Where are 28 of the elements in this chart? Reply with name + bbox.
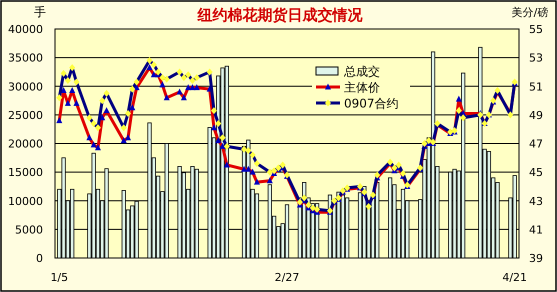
legend-label: 0907合约	[344, 96, 399, 110]
y-tick-label: 5000	[15, 223, 43, 236]
x-tick-label: 4/21	[502, 271, 528, 284]
y-tick-label: 35000	[8, 52, 43, 65]
y2-tick-label: 53	[529, 52, 543, 65]
y2-axis-title: 美分/磅	[512, 6, 548, 19]
y2-tick-label: 51	[529, 80, 543, 94]
x-tick-label: 2/27	[274, 271, 300, 284]
y-tick-label: 30000	[8, 80, 43, 94]
y-tick-label: 10000	[8, 194, 43, 208]
bar	[452, 168, 457, 258]
y-tick-label: 20000	[8, 138, 43, 150]
y2-tick-label: 49	[529, 108, 543, 122]
chart-title: 纽约棉花期货日成交情况	[196, 6, 364, 24]
y2-tick-label: 43	[529, 194, 543, 208]
y-tick-label: 15000	[8, 166, 43, 180]
y2-tick-label: 47	[529, 138, 543, 150]
y-axis-title: 手	[34, 5, 46, 19]
y2-tick-label: 45	[529, 166, 543, 180]
y-tick-label: 25000	[8, 108, 43, 122]
y-tick-label: 0	[36, 252, 43, 265]
y-tick-label: 40000	[8, 23, 43, 36]
legend-label: 总成交	[343, 64, 380, 78]
y2-tick-label: 41	[529, 223, 543, 236]
y2-tick-label: 55	[529, 23, 543, 36]
x-tick-label: 1/5	[50, 271, 68, 284]
legend-label: 主体价	[344, 80, 380, 94]
y2-tick-label: 39	[529, 252, 543, 265]
